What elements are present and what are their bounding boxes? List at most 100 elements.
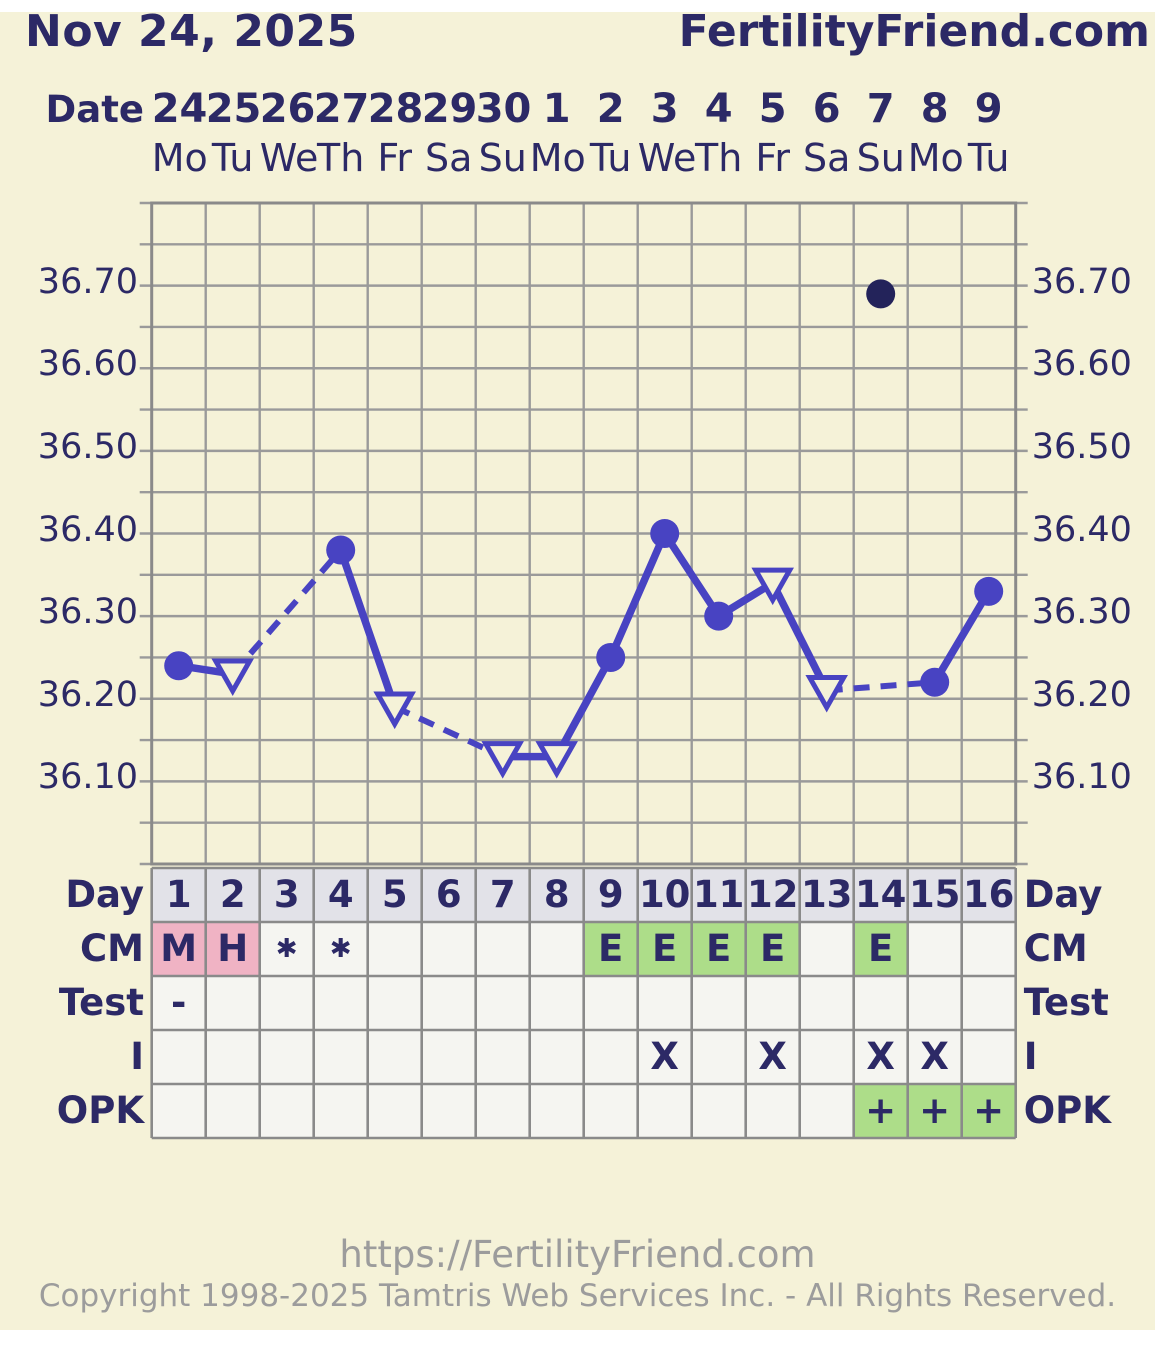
- date-cell: 7: [866, 86, 895, 132]
- temp-point-day-14: [866, 279, 896, 309]
- y-tick-left: 36.50: [37, 426, 138, 467]
- weekday-cell: Su: [478, 136, 527, 180]
- row-label-right-OPK: OPK: [1023, 1089, 1111, 1132]
- table-cell-bg: [745, 922, 800, 976]
- table-cell-Day-day-12: 12: [746, 873, 799, 916]
- weekday-cell: Mo: [151, 136, 208, 180]
- date-axis-label: Date: [45, 88, 144, 131]
- table-cell-Day-day-11: 11: [692, 873, 745, 916]
- table-cell-I-day-12: X: [758, 1035, 787, 1078]
- date-cell: 1: [542, 86, 571, 132]
- weekday-cell: We: [637, 136, 697, 180]
- row-label-right-Day: Day: [1023, 873, 1103, 916]
- temp-segment-12-13: [769, 581, 831, 693]
- footer-link[interactable]: https://FertilityFriend.com: [339, 1233, 816, 1276]
- table-cell-I-day-10: X: [650, 1035, 679, 1078]
- temp-segment-2-4: [230, 548, 343, 676]
- y-tick-left: 36.20: [37, 674, 138, 715]
- plot-grid: [139, 201, 1028, 866]
- table-cell-OPK-day-16: +: [973, 1089, 1005, 1132]
- row-label-left-I: I: [130, 1035, 144, 1078]
- temp-segment-9-10: [607, 532, 669, 659]
- weekday-cell: Tu: [589, 136, 632, 180]
- table-cell-Day-day-15: 15: [908, 873, 961, 916]
- weekday-cell: Sa: [802, 136, 851, 180]
- row-label-left-CM: CM: [80, 927, 144, 970]
- date-cell: 28: [367, 86, 424, 132]
- temp-segment-10-11: [661, 531, 722, 619]
- table-cell-bg: [853, 1084, 908, 1138]
- table-cell-Day-day-16: 16: [962, 873, 1015, 916]
- table-cell-OPK-day-14: +: [865, 1089, 897, 1132]
- date-cell: 9: [974, 86, 1003, 132]
- table-cell-Day-day-8: 8: [543, 873, 570, 916]
- row-label-right-CM: CM: [1023, 927, 1088, 970]
- table-cell-CM-day-11: E: [706, 927, 732, 970]
- y-tick-left: 36.30: [37, 592, 138, 633]
- table-cell-bg: [583, 922, 638, 976]
- weekday-cell: Sa: [424, 136, 473, 180]
- temp-segment-13-15: [826, 679, 935, 694]
- temp-point-day-16: [974, 576, 1004, 606]
- table-cell-Day-day-5: 5: [381, 873, 408, 916]
- table-cell-Day-day-6: 6: [435, 873, 462, 916]
- brand-link[interactable]: FertilityFriend.com: [678, 6, 1150, 57]
- row-label-left-OPK: OPK: [56, 1089, 144, 1132]
- date-cell: 24: [151, 86, 208, 132]
- table-cell-bg: [961, 1084, 1016, 1138]
- table-grid: [150, 866, 1018, 1140]
- plot-border: [150, 201, 1018, 866]
- row-label-left-Test: Test: [58, 981, 144, 1024]
- temp-point-day-9: [596, 642, 626, 672]
- table-cell-CM-day-12: E: [760, 927, 786, 970]
- row-label-right-I: I: [1023, 1035, 1038, 1078]
- table-cell-bg: [907, 1084, 962, 1138]
- y-tick-right: 36.40: [1031, 509, 1132, 550]
- table-cell-Day-day-14: 14: [854, 873, 907, 916]
- temp-segment-15-16: [931, 589, 992, 685]
- date-cell: 30: [475, 86, 532, 132]
- temp-point-day-1: [164, 651, 194, 681]
- date-cell: 29: [421, 86, 478, 132]
- table-cell-Day-day-4: 4: [327, 873, 354, 916]
- y-tick-left: 36.40: [37, 509, 138, 550]
- y-tick-right: 36.20: [1031, 674, 1132, 715]
- table-cell-CM-day-4: ✱: [329, 934, 352, 964]
- table-cell-Day-day-2: 2: [219, 873, 246, 916]
- temp-point-day-7: [481, 741, 524, 779]
- y-tick-left: 36.10: [37, 757, 138, 798]
- weekday-cell: Th: [695, 136, 743, 180]
- y-tick-left: 36.70: [37, 261, 138, 302]
- temp-point-day-5: [373, 691, 416, 730]
- y-tick-right: 36.50: [1031, 426, 1132, 467]
- table-cell-OPK-day-15: +: [919, 1089, 951, 1132]
- temp-point-day-4: [326, 535, 356, 565]
- weekday-cell: Fr: [755, 136, 791, 180]
- temp-point-day-13: [805, 674, 848, 713]
- date-cell: 5: [758, 86, 787, 132]
- temp-segment-8-9: [553, 655, 614, 759]
- date-cell: 27: [313, 86, 370, 132]
- y-tick-right: 36.70: [1031, 261, 1132, 302]
- temp-point-day-8: [535, 741, 578, 779]
- date-cell: 6: [812, 86, 841, 132]
- table-cell-CM-day-9: E: [598, 927, 624, 970]
- temp-point-day-11: [704, 601, 734, 631]
- table-cell-Day-day-7: 7: [489, 873, 516, 916]
- y-tick-right: 36.30: [1031, 592, 1132, 633]
- date-cell: 8: [920, 86, 949, 132]
- table-cell-I-day-14: X: [866, 1035, 895, 1078]
- table-cell-bg: [637, 922, 692, 976]
- table-cell-bg: [691, 922, 746, 976]
- temp-segment-4-5: [337, 548, 399, 709]
- weekday-cell: Fr: [377, 136, 413, 180]
- table-cell-I-day-15: X: [920, 1035, 949, 1078]
- table-cell-Day-day-3: 3: [273, 873, 300, 916]
- date-cell: 3: [650, 86, 679, 132]
- weekday-cell: Tu: [211, 136, 254, 180]
- weekday-cell: Su: [856, 136, 905, 180]
- table-cell-Day-day-10: 10: [638, 873, 691, 916]
- weekday-cell: Tu: [967, 136, 1010, 180]
